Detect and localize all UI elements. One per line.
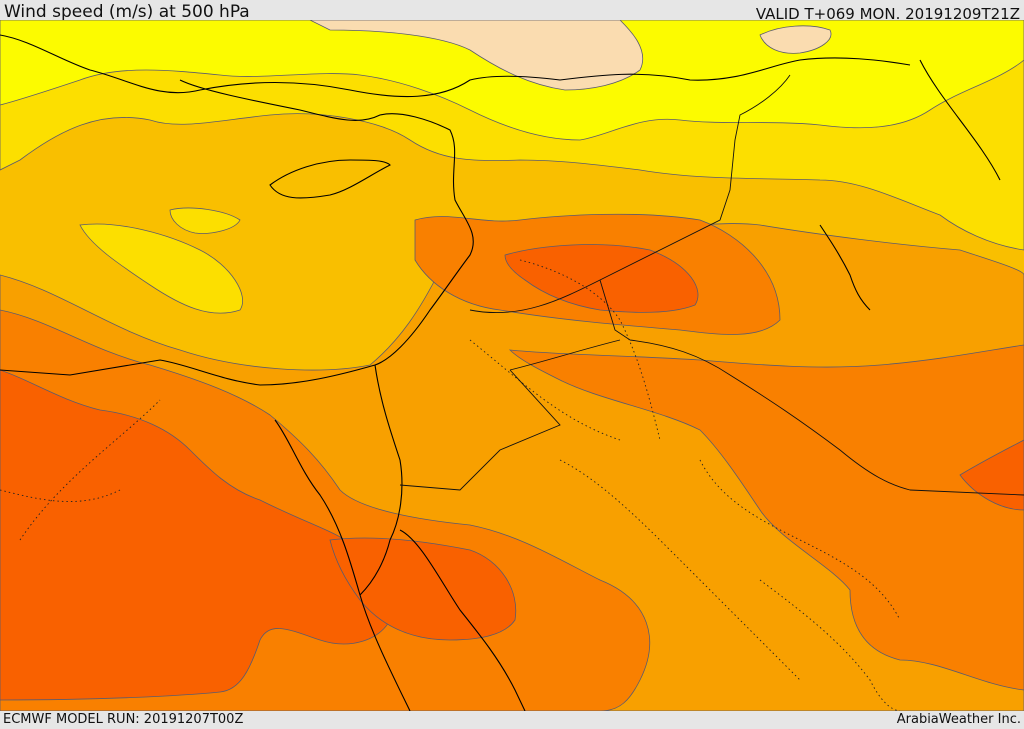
- band-red-orange-east: [959, 439, 1024, 511]
- patch-gold-med2: [169, 207, 241, 234]
- band-light-north: [309, 19, 644, 91]
- band-light-ne: [759, 25, 832, 54]
- band-red-orange-levant: [504, 244, 699, 313]
- patch-gold-med1: [79, 223, 243, 314]
- wind-speed-map: [0, 19, 1024, 712]
- band-yellow: [0, 19, 1024, 141]
- band-deep-orange-se: [508, 344, 1024, 691]
- borders: [0, 259, 901, 712]
- political-borders: [399, 74, 1024, 496]
- map-canvas: [0, 19, 1024, 712]
- provider-label: ArabiaWeather Inc.: [896, 712, 1021, 727]
- band-red-orange-redsea: [329, 537, 517, 641]
- valid-time-label: VALID T+069 MON. 20191209T21Z: [755, 5, 1020, 23]
- coastlines: [0, 34, 1001, 712]
- map-title: Wind speed (m/s) at 500 hPa: [4, 2, 250, 22]
- model-run-label: ECMWF MODEL RUN: 20191207T00Z: [3, 712, 244, 727]
